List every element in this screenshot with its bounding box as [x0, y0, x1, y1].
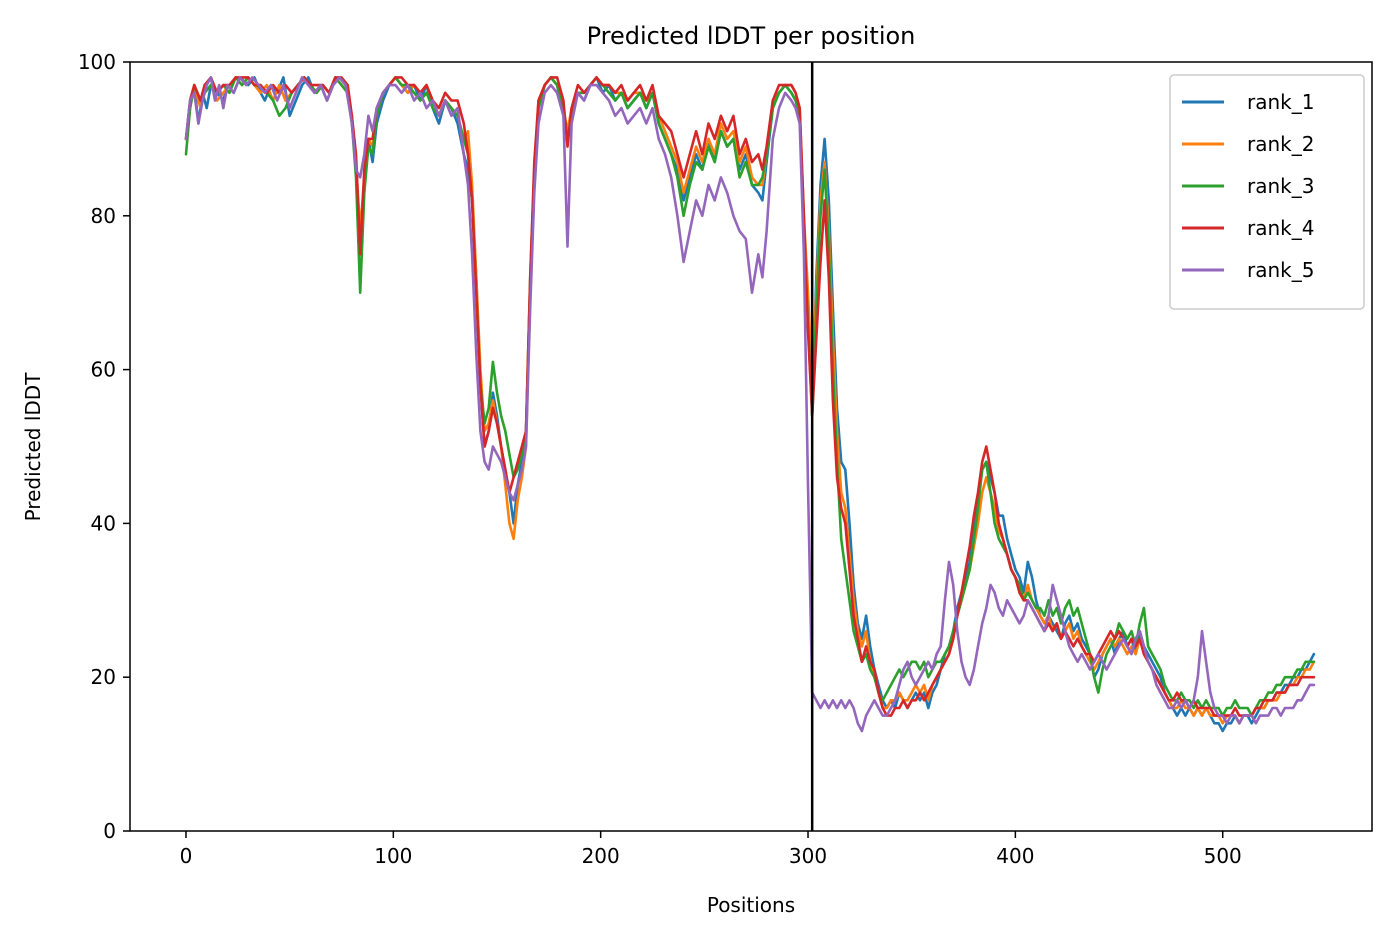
legend-label: rank_3 [1247, 174, 1314, 198]
y-axis-label: Predicted lDDT [21, 372, 45, 522]
y-tick-label: 20 [91, 665, 116, 689]
y-tick-label: 40 [91, 511, 116, 535]
legend-label: rank_4 [1247, 216, 1314, 240]
series-line-rank_5 [184, 76, 1316, 733]
legend-label: rank_1 [1247, 90, 1314, 114]
x-tick-label: 200 [582, 844, 620, 868]
legend-label: rank_2 [1247, 132, 1314, 156]
legend-box [1169, 74, 1365, 310]
y-tick-label: 100 [78, 50, 116, 74]
y-tick-label: 0 [103, 819, 116, 843]
x-tick-label: 400 [996, 844, 1034, 868]
y-tick-label: 60 [91, 358, 116, 382]
plot-area-frame [129, 61, 1373, 832]
x-tick-label: 0 [180, 844, 193, 868]
x-tick-label: 300 [789, 844, 827, 868]
series-layer [184, 76, 1316, 733]
chart-title: Predicted lDDT per position [587, 22, 916, 50]
x-tick-label: 100 [374, 844, 412, 868]
y-tick-label: 80 [91, 204, 116, 228]
series-line-rank_3 [184, 76, 1316, 717]
x-axis-label: Positions [707, 893, 795, 917]
legend: rank_1 rank_2 rank_3 rank_4 rank_5 [1169, 74, 1365, 310]
x-axis: 0 100 200 300 400 500 [180, 831, 1242, 868]
legend-label: rank_5 [1247, 258, 1314, 282]
y-axis: 0 20 40 60 80 100 [78, 50, 130, 843]
x-tick-label: 500 [1204, 844, 1242, 868]
